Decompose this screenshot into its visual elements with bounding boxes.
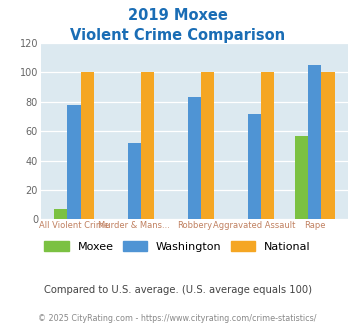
Text: Murder & Mans...: Murder & Mans...: [98, 221, 170, 230]
Text: © 2025 CityRating.com - https://www.cityrating.com/crime-statistics/: © 2025 CityRating.com - https://www.city…: [38, 314, 317, 323]
Bar: [141, 72, 154, 219]
Bar: [54, 209, 67, 219]
Bar: [321, 72, 335, 219]
Text: Robbery: Robbery: [177, 221, 212, 230]
Bar: [248, 114, 261, 219]
Legend: Moxee, Washington, National: Moxee, Washington, National: [41, 238, 314, 255]
Bar: [308, 65, 321, 219]
Bar: [67, 105, 81, 219]
Text: 2019 Moxee: 2019 Moxee: [127, 8, 228, 23]
Bar: [188, 97, 201, 219]
Bar: [81, 72, 94, 219]
Text: All Violent Crime: All Violent Crime: [39, 221, 109, 230]
Text: Aggravated Assault: Aggravated Assault: [213, 221, 296, 230]
Bar: [261, 72, 274, 219]
Bar: [295, 136, 308, 219]
Bar: [201, 72, 214, 219]
Bar: [127, 143, 141, 219]
Text: Compared to U.S. average. (U.S. average equals 100): Compared to U.S. average. (U.S. average …: [44, 285, 311, 295]
Text: Violent Crime Comparison: Violent Crime Comparison: [70, 28, 285, 43]
Text: Rape: Rape: [304, 221, 326, 230]
